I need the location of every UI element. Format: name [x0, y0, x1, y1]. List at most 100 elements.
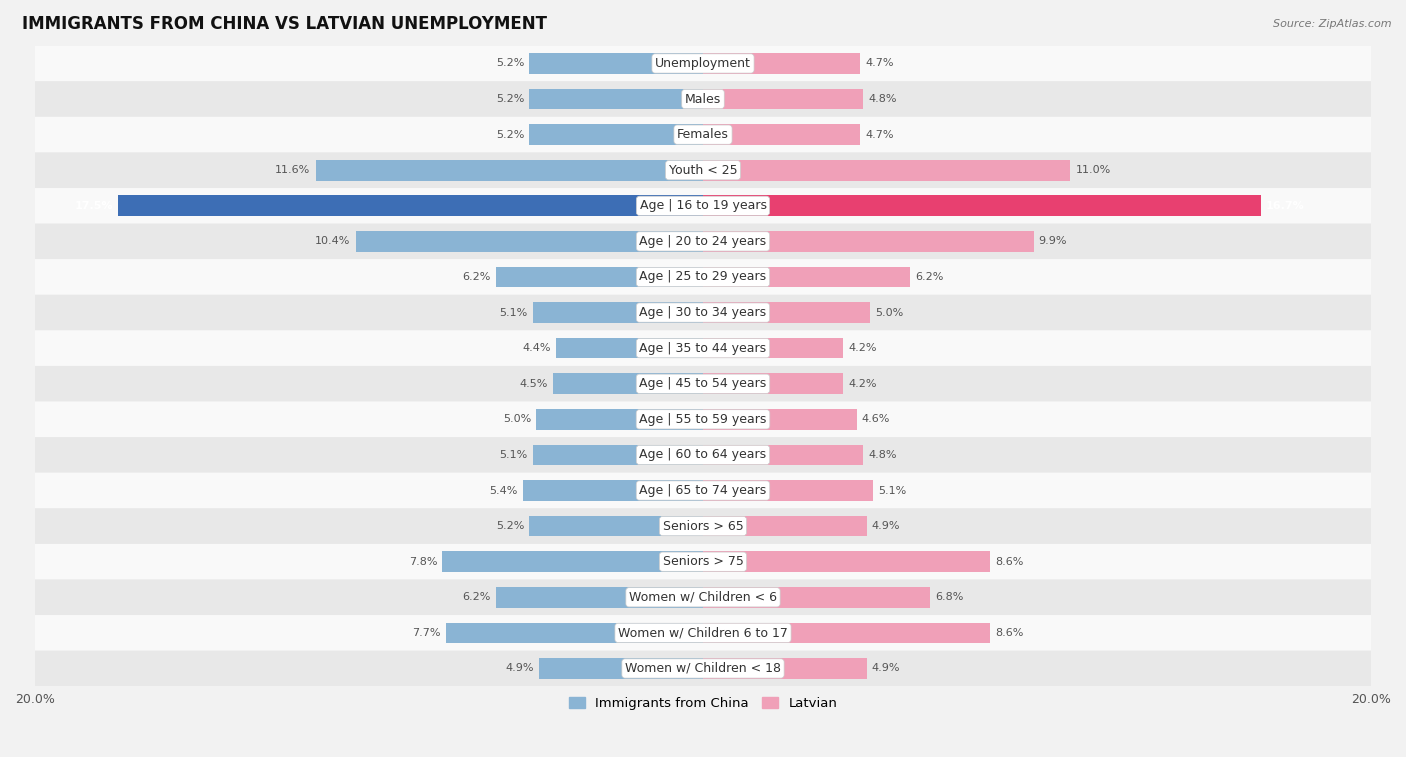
Bar: [443, 551, 703, 572]
FancyBboxPatch shape: [35, 259, 1371, 294]
Text: 10.4%: 10.4%: [315, 236, 350, 246]
FancyBboxPatch shape: [35, 152, 1371, 188]
Bar: [703, 338, 844, 359]
Bar: [703, 587, 931, 608]
Text: 5.2%: 5.2%: [496, 129, 524, 139]
Text: 9.9%: 9.9%: [1039, 236, 1067, 246]
Text: 4.9%: 4.9%: [872, 521, 900, 531]
Text: 4.8%: 4.8%: [869, 94, 897, 104]
Text: 4.4%: 4.4%: [523, 343, 551, 354]
Text: Age | 20 to 24 years: Age | 20 to 24 years: [640, 235, 766, 248]
Text: 11.0%: 11.0%: [1076, 165, 1111, 175]
Bar: [703, 160, 1070, 181]
Bar: [703, 124, 860, 145]
Bar: [703, 231, 1033, 252]
Bar: [555, 338, 703, 359]
Text: 4.5%: 4.5%: [519, 378, 548, 389]
Text: Age | 65 to 74 years: Age | 65 to 74 years: [640, 484, 766, 497]
Text: 5.0%: 5.0%: [875, 307, 903, 318]
Text: 4.2%: 4.2%: [848, 378, 877, 389]
Text: 4.7%: 4.7%: [865, 58, 893, 68]
Bar: [356, 231, 703, 252]
Bar: [533, 302, 703, 323]
FancyBboxPatch shape: [35, 437, 1371, 472]
Bar: [118, 195, 703, 217]
Bar: [703, 302, 870, 323]
FancyBboxPatch shape: [35, 472, 1371, 508]
Text: 5.2%: 5.2%: [496, 58, 524, 68]
Bar: [553, 373, 703, 394]
FancyBboxPatch shape: [35, 188, 1371, 223]
Text: 4.9%: 4.9%: [506, 663, 534, 674]
Text: 8.6%: 8.6%: [995, 628, 1024, 638]
Bar: [703, 658, 866, 679]
Text: Males: Males: [685, 92, 721, 105]
Text: Women w/ Children 6 to 17: Women w/ Children 6 to 17: [619, 626, 787, 640]
Bar: [529, 89, 703, 109]
FancyBboxPatch shape: [35, 508, 1371, 544]
Text: Age | 35 to 44 years: Age | 35 to 44 years: [640, 341, 766, 355]
Text: 4.8%: 4.8%: [869, 450, 897, 460]
Text: 5.0%: 5.0%: [503, 414, 531, 425]
Text: Youth < 25: Youth < 25: [669, 164, 737, 176]
Text: 5.1%: 5.1%: [499, 307, 527, 318]
Bar: [315, 160, 703, 181]
Bar: [703, 622, 990, 643]
Text: 7.8%: 7.8%: [409, 556, 437, 567]
FancyBboxPatch shape: [35, 330, 1371, 366]
FancyBboxPatch shape: [35, 117, 1371, 152]
Bar: [540, 658, 703, 679]
Bar: [536, 409, 703, 430]
Bar: [703, 480, 873, 501]
Bar: [703, 409, 856, 430]
Text: Unemployment: Unemployment: [655, 57, 751, 70]
Text: 4.6%: 4.6%: [862, 414, 890, 425]
Bar: [446, 622, 703, 643]
Bar: [533, 444, 703, 466]
FancyBboxPatch shape: [35, 223, 1371, 259]
Text: IMMIGRANTS FROM CHINA VS LATVIAN UNEMPLOYMENT: IMMIGRANTS FROM CHINA VS LATVIAN UNEMPLO…: [21, 15, 547, 33]
Bar: [703, 195, 1261, 217]
Text: 6.2%: 6.2%: [463, 592, 491, 603]
Text: Age | 25 to 29 years: Age | 25 to 29 years: [640, 270, 766, 283]
Bar: [529, 124, 703, 145]
Text: 6.2%: 6.2%: [463, 272, 491, 282]
Text: 8.6%: 8.6%: [995, 556, 1024, 567]
Text: 7.7%: 7.7%: [412, 628, 441, 638]
Text: 5.2%: 5.2%: [496, 94, 524, 104]
Text: 5.4%: 5.4%: [489, 485, 517, 496]
Text: Source: ZipAtlas.com: Source: ZipAtlas.com: [1274, 19, 1392, 29]
Bar: [703, 373, 844, 394]
Bar: [703, 89, 863, 109]
Bar: [703, 266, 910, 288]
Text: 6.8%: 6.8%: [935, 592, 963, 603]
FancyBboxPatch shape: [35, 45, 1371, 81]
FancyBboxPatch shape: [35, 580, 1371, 615]
Bar: [496, 587, 703, 608]
Text: Women w/ Children < 18: Women w/ Children < 18: [626, 662, 780, 675]
Text: Age | 45 to 54 years: Age | 45 to 54 years: [640, 377, 766, 391]
Text: 4.2%: 4.2%: [848, 343, 877, 354]
FancyBboxPatch shape: [35, 651, 1371, 687]
Text: 5.2%: 5.2%: [496, 521, 524, 531]
Text: 5.1%: 5.1%: [879, 485, 907, 496]
Text: Females: Females: [678, 128, 728, 141]
Bar: [529, 53, 703, 73]
FancyBboxPatch shape: [35, 366, 1371, 401]
Text: Women w/ Children < 6: Women w/ Children < 6: [628, 590, 778, 604]
FancyBboxPatch shape: [35, 615, 1371, 651]
FancyBboxPatch shape: [35, 81, 1371, 117]
FancyBboxPatch shape: [35, 294, 1371, 330]
Bar: [703, 444, 863, 466]
Bar: [703, 516, 866, 537]
Text: 5.1%: 5.1%: [499, 450, 527, 460]
Text: 4.9%: 4.9%: [872, 663, 900, 674]
FancyBboxPatch shape: [35, 401, 1371, 437]
Text: 6.2%: 6.2%: [915, 272, 943, 282]
FancyBboxPatch shape: [35, 544, 1371, 580]
Bar: [703, 53, 860, 73]
Text: Seniors > 75: Seniors > 75: [662, 555, 744, 569]
Text: Seniors > 65: Seniors > 65: [662, 519, 744, 533]
Text: Age | 16 to 19 years: Age | 16 to 19 years: [640, 199, 766, 212]
Bar: [496, 266, 703, 288]
